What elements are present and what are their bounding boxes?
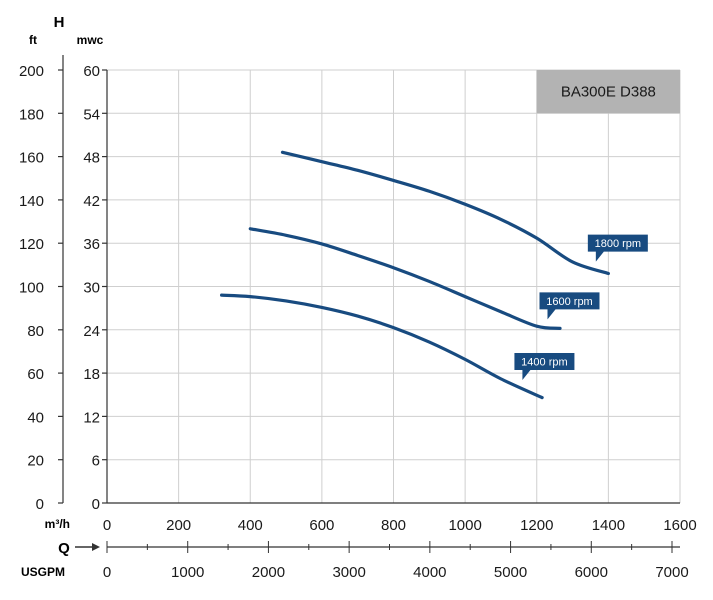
series-lines [220,150,610,400]
mwc-tick-label: 24 [83,323,100,340]
mwc-tick-label: 12 [83,409,100,426]
curve-label-text: 1400 rpm [521,356,567,368]
series-line-1400-rpm [220,293,544,400]
chart-title: BA300E D388 [561,84,656,101]
mwc-tick-label: 6 [92,453,100,470]
usgpm-tick-label: 1000 [171,564,204,581]
curve-label-text: 1600 rpm [546,296,592,308]
mwc-tick-label: 48 [83,150,100,167]
x2-unit-label: USGPM [21,565,65,579]
x-tick-label: 200 [166,517,191,534]
mwc-tick-label: 54 [83,106,100,123]
curve-label-text: 1800 rpm [595,238,641,250]
mwc-tick-label: 18 [83,366,100,383]
series-line-1800-rpm [280,150,610,276]
ft-tick-label: 0 [36,496,44,513]
series-line-1600-rpm [248,227,562,330]
y-axes: 0 20 40 60 80 100 120 140 160 180 200 0 6 12 18 24 30 36 4… [19,55,107,513]
mwc-tick-label: 30 [83,280,100,297]
ft-tick-label: 40 [27,409,44,426]
ft-tick-label: 100 [19,280,44,297]
y-right-unit-label: mwc [77,33,104,47]
x-axes: 0 200 400 600 800 1000 1200 1400 1600 0 1000 2000 30… [103,517,697,581]
mwc-tick-label: 60 [83,63,100,80]
curve-label-callout [587,234,648,262]
x-tick-label: 1200 [520,517,553,534]
curve-label-callout [514,352,575,380]
ft-tick-label: 200 [19,63,44,80]
usgpm-tick-label: 3000 [332,564,365,581]
arrow-right-icon [75,543,100,551]
ft-tick-label: 80 [27,323,44,340]
grid [106,69,681,504]
ft-tick-label: 140 [19,193,44,210]
usgpm-tick-label: 5000 [494,564,527,581]
ft-tick-label: 60 [27,366,44,383]
usgpm-tick-label: 7000 [655,564,688,581]
ft-tick-label: 160 [19,150,44,167]
x-tick-label: 0 [103,517,111,534]
title-box [536,70,680,114]
usgpm-tick-label: 2000 [252,564,285,581]
mwc-tick-label: 0 [92,496,100,513]
mwc-tick-label: 36 [83,236,100,253]
x-axis-letter: Q [58,540,70,557]
usgpm-tick-label: 4000 [413,564,446,581]
ft-tick-label: 20 [27,453,44,470]
ft-tick-label: 180 [19,106,44,123]
mwc-tick-label: 42 [83,193,100,210]
y-axis-letter: H [54,14,65,31]
x-unit-label: m³/h [45,517,70,531]
x-tick-label: 1000 [448,517,481,534]
x-tick-label: 1600 [663,517,696,534]
usgpm-tick-label: 0 [103,564,111,581]
curve-labels: 1800 rpm 1600 rpm 1400 rpm [514,234,648,380]
y-left-unit-label: ft [29,33,37,47]
x-tick-label: 1400 [592,517,625,534]
curve-label-callout [539,292,600,320]
x-tick-label: 600 [309,517,334,534]
ft-tick-label: 120 [19,236,44,253]
x-tick-label: 800 [381,517,406,534]
x-tick-label: 400 [238,517,263,534]
usgpm-tick-label: 6000 [575,564,608,581]
